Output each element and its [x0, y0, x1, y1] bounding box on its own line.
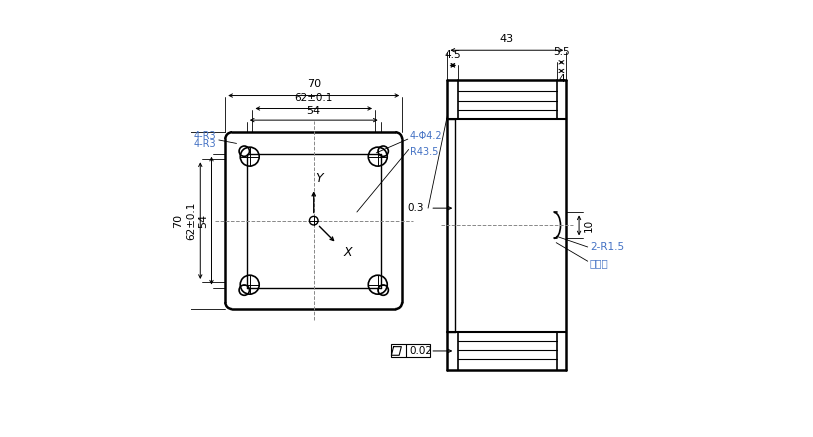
Text: 43: 43 [500, 34, 514, 44]
Text: R43.5: R43.5 [410, 147, 438, 156]
Text: 10: 10 [584, 219, 593, 232]
Text: 54: 54 [307, 106, 321, 116]
Text: 62±0.1: 62±0.1 [186, 201, 196, 240]
Text: 2-R1.5: 2-R1.5 [590, 242, 624, 252]
Text: Y: Y [315, 172, 323, 185]
Text: 4-Φ4.2: 4-Φ4.2 [410, 131, 442, 141]
Text: 70: 70 [173, 214, 184, 228]
Text: 4: 4 [558, 74, 565, 84]
Text: 0.02: 0.02 [410, 346, 433, 356]
Text: 70: 70 [307, 80, 321, 90]
Text: 出线口: 出线口 [590, 258, 609, 268]
Text: 54: 54 [198, 214, 208, 228]
Text: 5.5: 5.5 [553, 47, 570, 57]
Text: 4.5: 4.5 [445, 50, 461, 60]
Text: 0.3: 0.3 [407, 203, 424, 213]
Text: 4-R3: 4-R3 [194, 139, 216, 149]
Text: 62±0.1: 62±0.1 [294, 94, 333, 103]
Text: X: X [344, 246, 352, 259]
Text: 4-R3: 4-R3 [194, 131, 216, 141]
Bar [391, 344, 430, 357]
